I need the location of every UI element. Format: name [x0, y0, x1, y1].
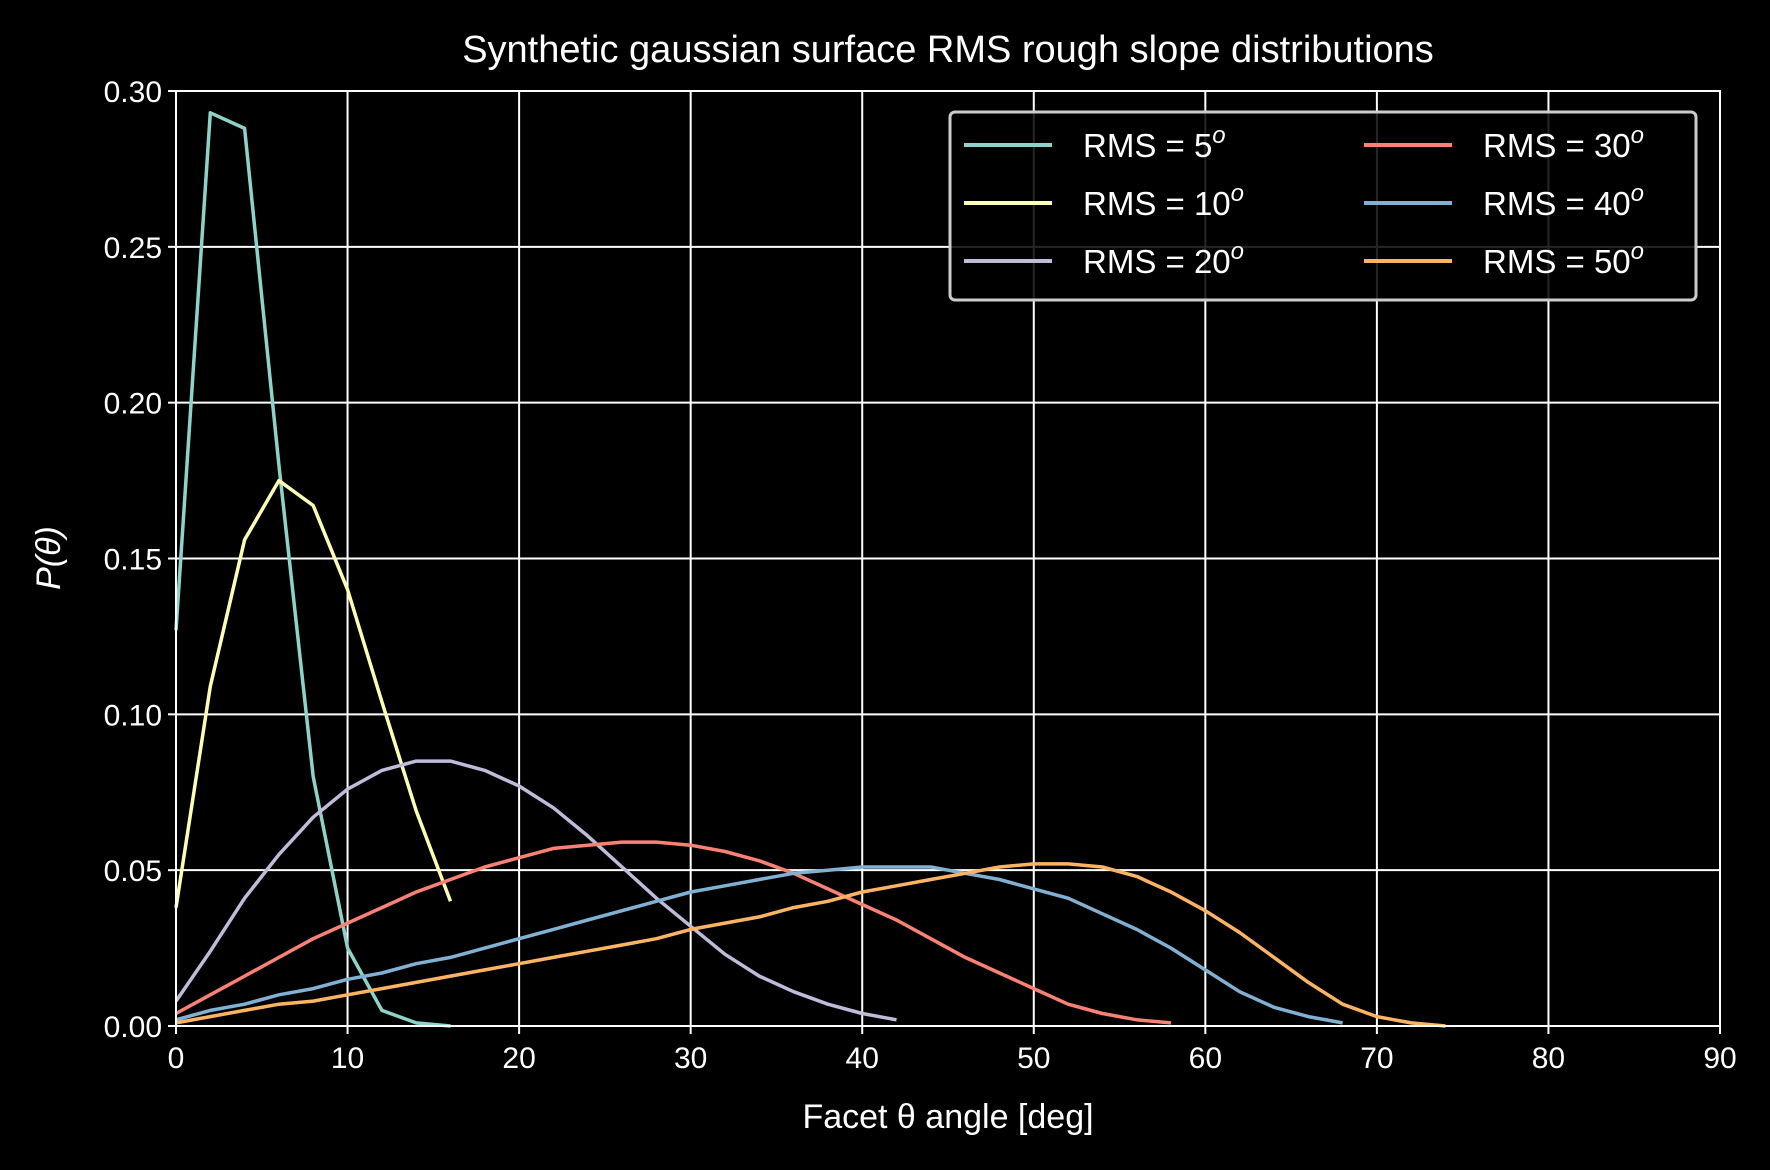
- x-axis-label: Facet θ angle [deg]: [802, 1098, 1093, 1136]
- chart-title: Synthetic gaussian surface RMS rough slo…: [462, 29, 1434, 71]
- series-line-6: [175, 862, 1446, 1028]
- series-line-4: [175, 840, 1172, 1025]
- y-tick-label: 0.00: [104, 1011, 162, 1044]
- x-tick-label: 10: [331, 1042, 364, 1075]
- series-line-2: [174, 478, 453, 908]
- x-tick-label: 40: [846, 1042, 879, 1075]
- x-tick-label: 50: [1017, 1042, 1050, 1075]
- legend-label-2: RMS = 10o: [1083, 180, 1244, 222]
- legend: RMS = 5o RMS = 10o RMS = 20o RMS = 30o RMS =…: [948, 110, 1698, 302]
- legend-label-5: RMS = 40o: [1483, 180, 1644, 222]
- x-tick-label: 30: [674, 1042, 707, 1075]
- legend-label-6: RMS = 50o: [1483, 238, 1644, 280]
- y-tick-label: 0.15: [104, 544, 162, 577]
- x-tick-labels: 0 10 20 30 40 50 60 70 80 90: [168, 1042, 1737, 1075]
- x-tick-label: 70: [1360, 1042, 1393, 1075]
- y-tick-label: 0.20: [104, 388, 162, 421]
- x-tick-label: 80: [1532, 1042, 1565, 1075]
- y-tick-label: 0.05: [104, 855, 162, 888]
- legend-frame: [948, 110, 1698, 302]
- legend-label-4: RMS = 30o: [1483, 122, 1644, 164]
- series-lines: [174, 111, 1446, 1028]
- y-tick-labels: 0.00 0.05 0.10 0.15 0.20 0.25 0.30: [104, 76, 162, 1044]
- series-line-3: [174, 759, 897, 1022]
- series-line-1: [174, 111, 451, 1028]
- x-tick-label: 0: [168, 1042, 185, 1075]
- legend-label-1: RMS = 5o: [1083, 122, 1226, 164]
- tick-marks: [168, 90, 1721, 1034]
- y-tick-label: 0.25: [104, 232, 162, 265]
- y-tick-label: 0.30: [104, 76, 162, 109]
- x-tick-label: 20: [502, 1042, 535, 1075]
- x-tick-label: 60: [1189, 1042, 1222, 1075]
- series-line-5: [175, 865, 1343, 1025]
- legend-label-3: RMS = 20o: [1083, 238, 1244, 280]
- y-axis-label: P(θ): [30, 526, 68, 590]
- x-tick-label: 90: [1703, 1042, 1736, 1075]
- y-tick-label: 0.10: [104, 699, 162, 732]
